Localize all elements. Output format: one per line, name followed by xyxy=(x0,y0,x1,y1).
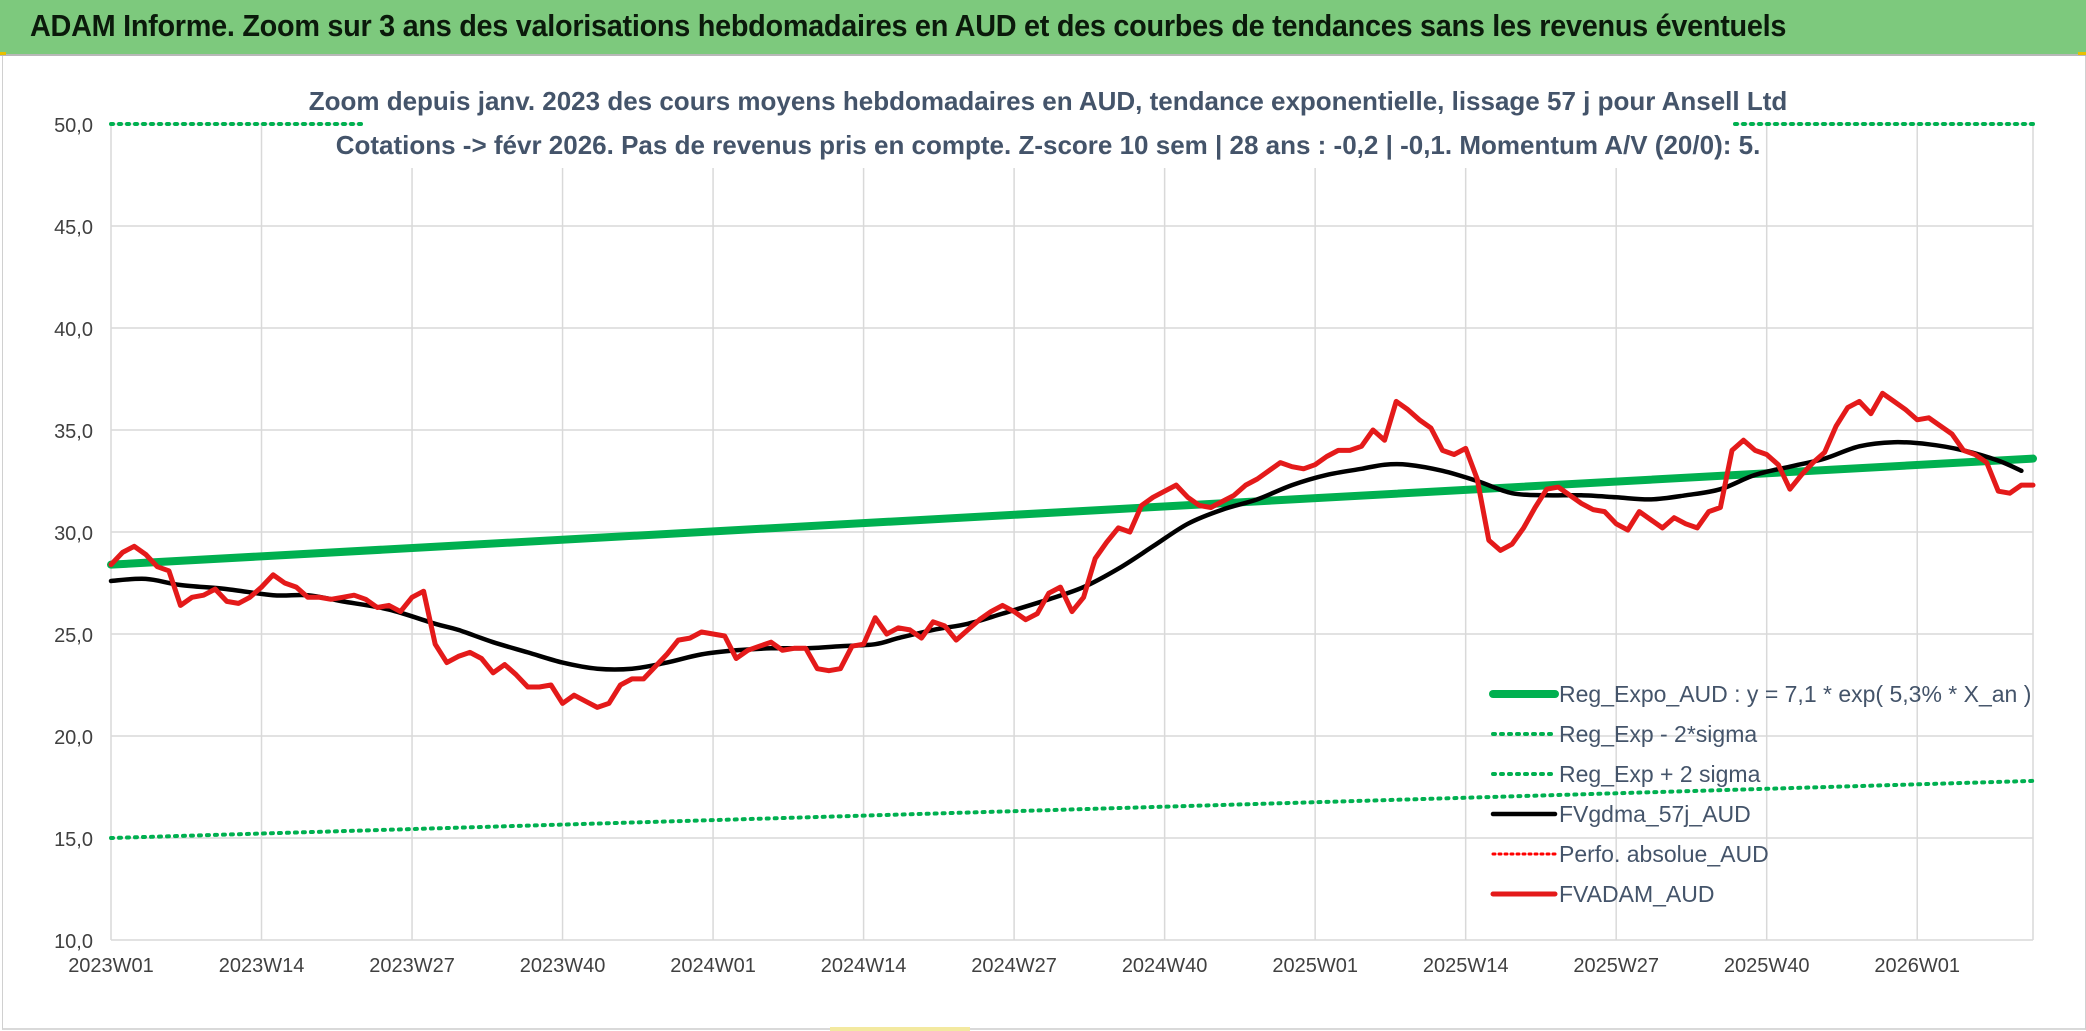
x-tick-label: 2023W14 xyxy=(219,955,305,977)
legend: Reg_Expo_AUD : y = 7,1 * exp( 5,3% * X_a… xyxy=(1489,681,2031,907)
legend-label-perfo: Perfo. absolue_AUD xyxy=(1559,841,1769,867)
chart-title-line1: Zoom depuis janv. 2023 des cours moyens … xyxy=(309,86,1788,116)
y-tick-label: 15,0 xyxy=(54,829,93,851)
y-tick-label: 25,0 xyxy=(54,625,93,647)
chart-area: Zoom depuis janv. 2023 des cours moyens … xyxy=(2,56,2086,1030)
y-tick-label: 40,0 xyxy=(54,319,93,341)
series-reg-expo-aud xyxy=(107,454,2037,569)
legend-label-sigma_minus: Reg_Exp - 2*sigma xyxy=(1559,721,1757,747)
header-accent-right xyxy=(2078,52,2086,55)
y-axis-ticks: 50,0 45,0 40,0 35,0 30,0 25,0 20,0 15,0 10,0 xyxy=(54,115,93,953)
x-axis-ticks: 2023W01 2023W14 2023W27 2023W40 2024W01 2024W… xyxy=(68,955,1960,977)
x-tick-label: 2024W27 xyxy=(971,955,1057,977)
series-fvgdma-57j-aud xyxy=(108,439,2024,672)
chart-title-bg xyxy=(363,76,1733,168)
chart-title-layer: Zoom depuis janv. 2023 des cours moyens … xyxy=(309,76,1788,168)
series-fvadam-aud xyxy=(108,390,2036,710)
footer-accent xyxy=(830,1027,970,1031)
x-tick-label: 2025W27 xyxy=(1573,955,1659,977)
x-tick-label: 2024W40 xyxy=(1122,955,1208,977)
legend-label-sigma_plus: Reg_Exp + 2 sigma xyxy=(1559,761,1761,787)
header-accent-left xyxy=(0,52,6,55)
legend-label-fvgdma: FVgdma_57j_AUD xyxy=(1559,801,1751,827)
x-tick-label: 2023W01 xyxy=(68,955,154,977)
legend-label-fvadam: FVADAM_AUD xyxy=(1559,881,1715,907)
x-tick-label: 2026W01 xyxy=(1874,955,1960,977)
y-tick-label: 10,0 xyxy=(54,931,93,953)
x-tick-label: 2024W14 xyxy=(821,955,907,977)
y-tick-label: 50,0 xyxy=(54,115,93,137)
y-tick-label: 30,0 xyxy=(54,523,93,545)
series-layer xyxy=(107,390,2037,840)
x-tick-label: 2023W27 xyxy=(369,955,455,977)
x-tick-label: 2025W01 xyxy=(1272,955,1358,977)
x-tick-label: 2024W01 xyxy=(670,955,756,977)
report-title: ADAM Informe. Zoom sur 3 ans des valoris… xyxy=(30,8,1787,43)
line-chart: Zoom depuis janv. 2023 des cours moyens … xyxy=(54,76,2037,977)
series-reg-exp-minus-2-sigma xyxy=(109,778,2035,840)
x-tick-label: 2025W40 xyxy=(1724,955,1810,977)
y-tick-label: 20,0 xyxy=(54,727,93,749)
header-bar: ADAM Informe. Zoom sur 3 ans des valoris… xyxy=(0,0,2086,56)
y-tick-label: 35,0 xyxy=(54,421,93,443)
legend-label-reg_expo: Reg_Expo_AUD : y = 7,1 * exp( 5,3% * X_a… xyxy=(1559,681,2031,707)
x-tick-label: 2023W40 xyxy=(520,955,606,977)
chart-title-line2: Cotations -> févr 2026. Pas de revenus p… xyxy=(336,130,1761,160)
x-tick-label: 2025W14 xyxy=(1423,955,1509,977)
y-tick-label: 45,0 xyxy=(54,217,93,239)
